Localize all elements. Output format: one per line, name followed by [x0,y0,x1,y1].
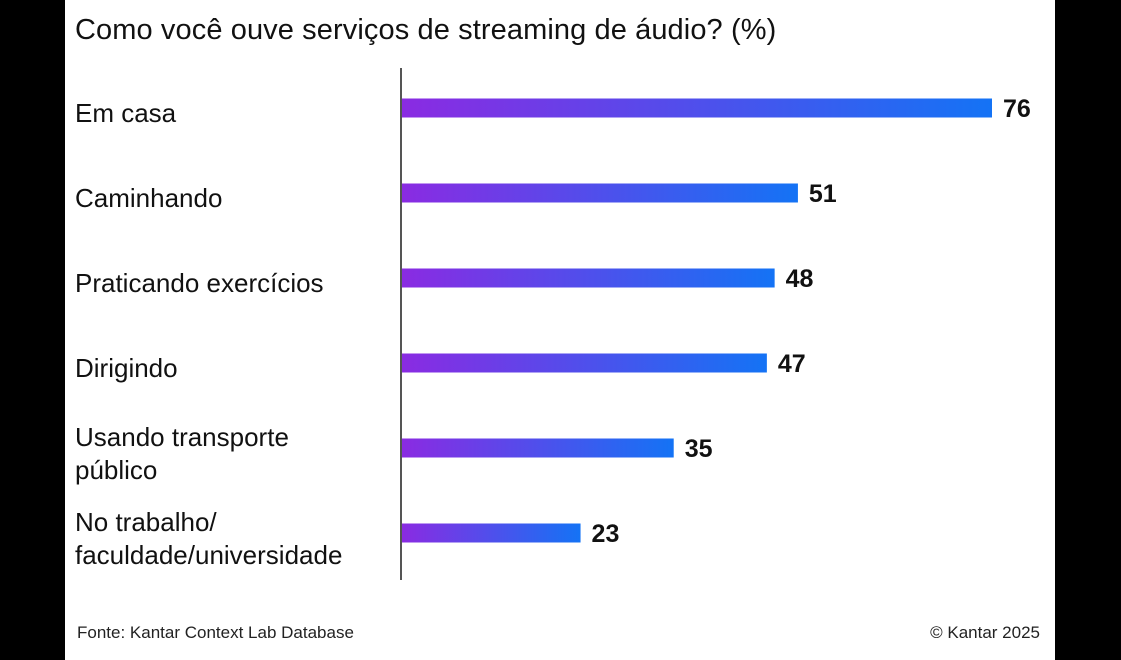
value-label-3: 47 [778,350,806,378]
value-label-2: 48 [786,265,814,293]
bar-1 [402,183,798,203]
chart-title: Como você ouve serviços de streaming de … [75,14,777,46]
bar-0 [402,98,992,118]
category-label-5: No trabalho/faculdade/universidade [75,507,342,570]
category-label-0: Em casa [75,98,177,128]
bar-2 [402,268,775,288]
bar-3 [402,353,767,373]
category-label-3-line-0: Dirigindo [75,353,178,383]
category-label-2: Praticando exercícios [75,268,324,298]
value-label-5: 23 [592,520,620,548]
value-label-4: 35 [685,435,713,463]
bar-4 [402,438,674,458]
category-label-5-line-0: No trabalho/ [75,507,217,537]
value-label-0: 76 [1003,95,1031,123]
source-note: Fonte: Kantar Context Lab Database [77,623,354,642]
category-label-1-line-0: Caminhando [75,183,222,213]
category-label-3: Dirigindo [75,353,178,383]
category-label-1: Caminhando [75,183,222,213]
category-label-2-line-0: Praticando exercícios [75,268,324,298]
category-label-4-line-1: público [75,455,157,485]
bar-5 [402,523,581,543]
category-label-4-line-0: Usando transporte [75,422,289,452]
copyright-note: © Kantar 2025 [930,623,1040,642]
category-label-4: Usando transporte público [75,422,289,485]
bars-group: 76 Em casa 51 Caminhando 48 Praticando exercí… [75,95,1031,570]
category-label-0-line-0: Em casa [75,98,177,128]
chart-panel: Como você ouve serviços de streaming de … [65,0,1055,660]
bar-chart: 76 Em casa 51 Caminhando 48 Praticando exercí… [75,68,1031,580]
category-label-5-line-1: faculdade/universidade [75,540,342,570]
value-label-1: 51 [809,180,837,208]
